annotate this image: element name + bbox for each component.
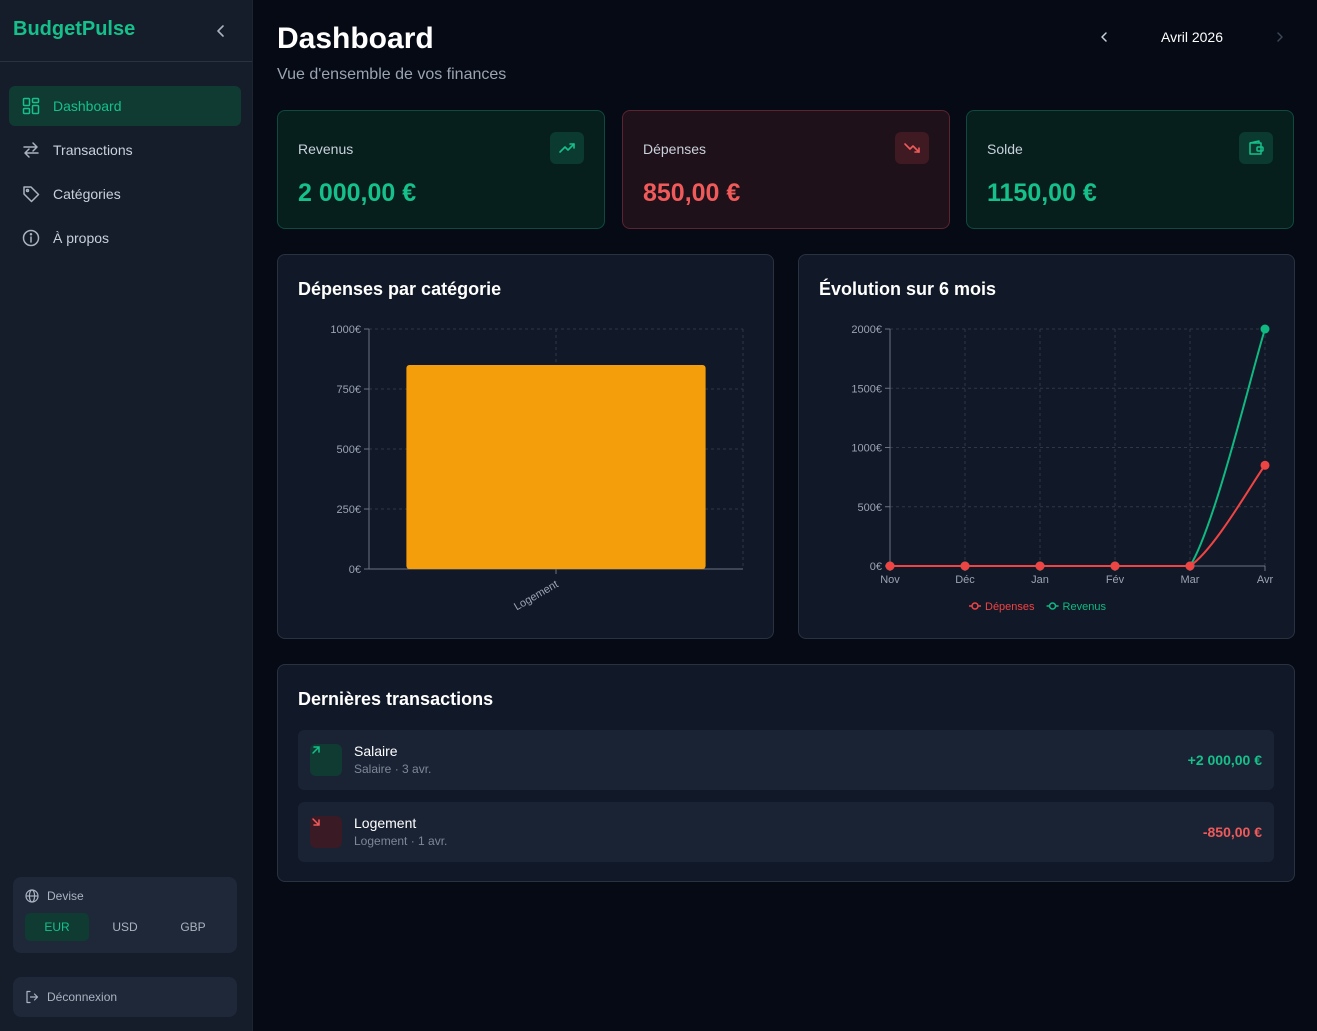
legend-marker — [971, 602, 979, 610]
x-tick-label: Déc — [955, 574, 975, 586]
sidebar-item-label: Transactions — [53, 142, 133, 158]
category-chart-title: Dépenses par catégorie — [298, 279, 502, 299]
trending-up-icon — [550, 132, 584, 164]
page-subtitle: Vue d'ensemble de vos finances — [277, 66, 507, 83]
evolution-chart-title: Évolution sur 6 mois — [819, 279, 997, 299]
globe-icon — [25, 889, 39, 903]
arrow-up-right-icon — [310, 744, 342, 776]
brand-logo[interactable]: BudgetPulse — [13, 18, 136, 40]
tag-icon — [21, 184, 41, 204]
legend-label: Revenus — [1063, 601, 1107, 613]
transaction-name: Salaire — [354, 743, 398, 759]
income-card: Revenus 2 000,00 € — [277, 110, 605, 229]
collapse-sidebar-button[interactable] — [210, 20, 232, 42]
page-title: Dashboard — [277, 22, 434, 55]
evolution-line-chart: 0€ 500€ 1000€ 1500€ 2000€ Nov Déc Jan Fév Mar Avr D… — [851, 324, 1274, 613]
y-tick-label: 250€ — [337, 504, 361, 516]
trending-down-icon — [895, 132, 929, 164]
transaction-meta: Logement · 1 avr. — [354, 834, 448, 848]
y-tick-label: 500€ — [858, 502, 882, 514]
chevron-left-icon — [1101, 32, 1107, 42]
chevron-right-icon — [1277, 32, 1283, 42]
data-point — [1260, 324, 1270, 334]
x-tick-label: Nov — [880, 574, 900, 586]
arrows-swap-icon — [21, 140, 41, 160]
current-month: Avril 2026 — [1160, 29, 1223, 45]
expenses-value: 850,00 € — [643, 179, 741, 207]
evolution-chart-panel: Évolution sur 6 mois 0€ 500€ 1000€ 1500€ 200… — [798, 254, 1295, 639]
sidebar-item-categories[interactable]: Catégories — [9, 174, 241, 214]
x-tick-label: Fév — [1106, 574, 1125, 586]
sidebar-item-label: Dashboard — [53, 98, 122, 114]
balance-value: 1150,00 € — [987, 179, 1097, 207]
x-tick-label: Logement — [512, 578, 560, 613]
previous-month-button[interactable] — [1094, 27, 1114, 47]
balance-label: Solde — [987, 141, 1023, 157]
x-tick-label: Jan — [1031, 574, 1049, 586]
next-month-button[interactable] — [1270, 27, 1290, 47]
sidebar-item-label: À propos — [53, 230, 110, 246]
x-tick-label: Mar — [1181, 574, 1200, 586]
y-tick-label: 750€ — [337, 384, 361, 396]
sidebar-item-dashboard[interactable]: Dashboard — [9, 86, 241, 126]
sidebar: BudgetPulse Dashboard Transactions Catég… — [0, 0, 253, 1031]
chevron-left-icon — [217, 25, 224, 37]
expenses-card: Dépenses 850,00 € — [622, 110, 950, 229]
transaction-name: Logement — [354, 815, 417, 831]
category-chart-panel: Dépenses par catégorie 0€ 250€ 500€ 750€ 100… — [277, 254, 774, 639]
data-point — [1110, 561, 1120, 571]
grid-icon — [21, 96, 41, 116]
currency-gbp-button[interactable]: GBP — [180, 920, 206, 934]
transaction-amount: -850,00 € — [1202, 824, 1262, 840]
currency-usd-button[interactable]: USD — [112, 920, 138, 934]
data-point — [1185, 561, 1195, 571]
data-point — [1035, 561, 1045, 571]
y-tick-label: 0€ — [349, 564, 361, 576]
x-tick-label: Avr — [1257, 574, 1274, 586]
data-point — [885, 561, 895, 571]
logout-label: Déconnexion — [47, 990, 118, 1004]
logout-button[interactable]: Déconnexion — [13, 977, 237, 1017]
data-point — [960, 561, 970, 571]
transaction-meta: Salaire · 3 avr. — [354, 762, 432, 776]
transaction-row[interactable]: Logement Logement · 1 avr. -850,00 € — [298, 802, 1274, 862]
currency-label: Devise — [47, 889, 84, 903]
transaction-amount: +2 000,00 € — [1187, 752, 1262, 768]
y-tick-label: 500€ — [337, 444, 361, 456]
y-tick-label: 2000€ — [851, 324, 882, 336]
data-point — [1260, 460, 1270, 470]
sidebar-item-about[interactable]: À propos — [9, 218, 241, 258]
y-tick-label: 1000€ — [851, 443, 882, 455]
sidebar-nav: Dashboard Transactions Catégories À prop… — [9, 86, 241, 262]
y-tick-label: 1500€ — [851, 383, 882, 395]
transactions-title: Dernières transactions — [298, 689, 494, 709]
bar — [406, 365, 706, 569]
wallet-icon — [1239, 132, 1273, 164]
legend-label: Dépenses — [985, 601, 1035, 613]
income-value: 2 000,00 € — [298, 179, 417, 207]
category-bar-chart: 0€ 250€ 500€ 750€ 1000€ Logement — [330, 324, 744, 613]
y-tick-label: 0€ — [870, 561, 882, 573]
balance-card: Solde 1150,00 € — [966, 110, 1294, 229]
currency-selector: Devise EUR USD GBP — [13, 877, 237, 953]
arrow-down-right-icon — [310, 816, 342, 848]
brand-row: BudgetPulse — [0, 0, 252, 62]
series-line-depenses — [890, 464, 1266, 567]
sidebar-item-label: Catégories — [53, 186, 121, 202]
transaction-row[interactable]: Salaire Salaire · 3 avr. +2 000,00 € — [298, 730, 1274, 790]
currency-eur-button[interactable]: EUR — [25, 913, 89, 941]
legend-marker — [1048, 602, 1057, 610]
transactions-panel: Dernières transactions Salaire Salaire ·… — [277, 664, 1295, 882]
info-icon — [21, 228, 41, 248]
y-tick-label: 1000€ — [330, 324, 361, 336]
income-label: Revenus — [298, 141, 354, 157]
expenses-label: Dépenses — [643, 141, 707, 157]
sidebar-item-transactions[interactable]: Transactions — [9, 130, 241, 170]
logout-icon — [25, 990, 39, 1004]
